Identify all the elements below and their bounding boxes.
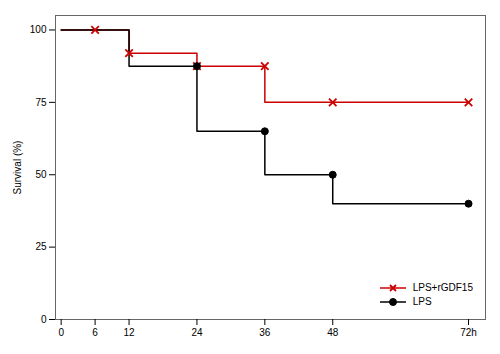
svg-text:75: 75 xyxy=(35,97,47,108)
svg-text:24: 24 xyxy=(191,327,203,338)
svg-text:Survival (%): Survival (%) xyxy=(12,141,23,195)
svg-text:25: 25 xyxy=(35,241,47,252)
svg-text:72h: 72h xyxy=(460,327,477,338)
svg-text:48: 48 xyxy=(327,327,339,338)
svg-text:50: 50 xyxy=(35,169,47,180)
html-text:LPS: LPS xyxy=(412,296,432,307)
svg-text:0: 0 xyxy=(41,314,47,325)
svg-text:100: 100 xyxy=(30,24,47,35)
svg-text:12: 12 xyxy=(123,327,135,338)
svg-text:36: 36 xyxy=(259,327,271,338)
html-text:LPS+rGDF15: LPS+rGDF15 xyxy=(412,282,473,293)
svg-text:6: 6 xyxy=(92,327,98,338)
svg-text:0: 0 xyxy=(58,327,64,338)
